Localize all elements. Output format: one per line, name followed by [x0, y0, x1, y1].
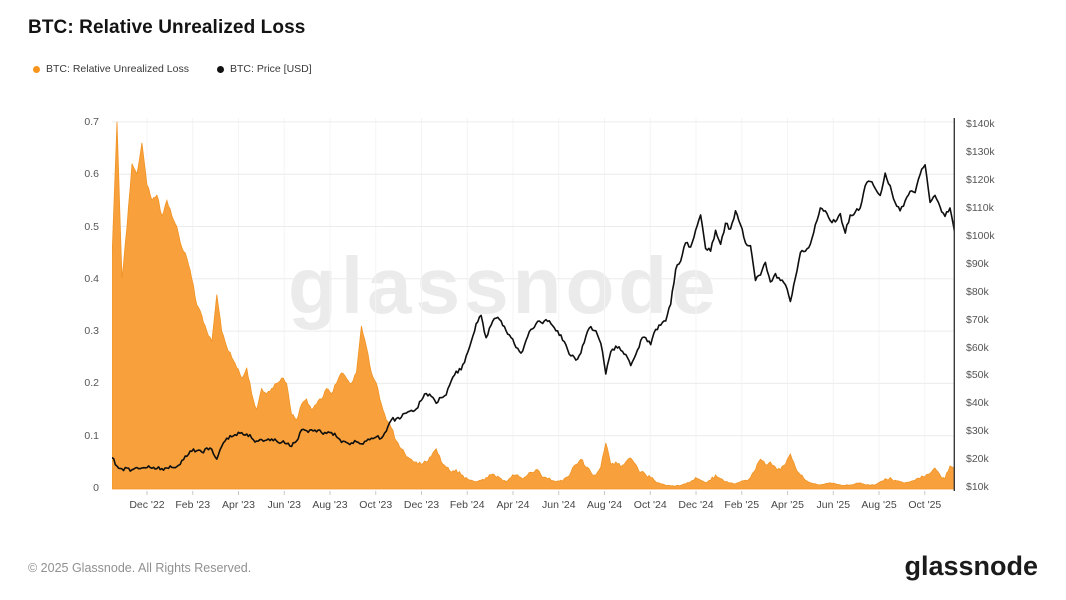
y-axis-tick-right: $50k	[966, 369, 989, 382]
y-axis-tick-left: 0.1	[84, 429, 99, 442]
x-axis-tick: Jun '25	[816, 499, 851, 511]
x-axis-tick: Jun '24	[542, 499, 576, 511]
legend-item-price[interactable]: BTC: Price [USD]	[216, 63, 312, 75]
y-axis-tick-right: $140k	[966, 118, 995, 131]
page-title: BTC: Relative Unrealized Loss	[28, 17, 306, 38]
y-axis-tick-right: $80k	[966, 285, 989, 298]
y-axis-tick-right: $130k	[966, 146, 995, 159]
y-axis-tick-right: $100k	[966, 229, 995, 242]
x-axis-tick: Dec '22	[129, 499, 165, 511]
y-axis-tick-right: $10k	[966, 481, 989, 493]
x-axis-tick: Oct '24	[633, 499, 667, 511]
y-axis-tick-right: $60k	[966, 341, 989, 354]
x-axis-tick: Apr '24	[496, 499, 530, 511]
y-axis-tick-left: 0.3	[84, 325, 99, 338]
y-axis-tick-right: $120k	[966, 174, 995, 187]
y-axis-tick-left: 0.2	[84, 377, 99, 390]
y-axis-tick-right: $30k	[966, 425, 989, 438]
legend-item-unrealized-loss[interactable]: BTC: Relative Unrealized Loss	[33, 63, 189, 75]
y-axis-tick-right: $70k	[966, 313, 989, 326]
legend-dot-icon	[33, 65, 40, 73]
y-axis-tick-left: 0.7	[84, 115, 99, 128]
y-axis-tick-left: 0.4	[84, 272, 99, 285]
x-axis-tick: Feb '25	[724, 499, 760, 511]
chart-plot-area[interactable]	[112, 118, 955, 496]
y-axis-tick-right: $20k	[966, 453, 989, 466]
y-axis-tick-right: $90k	[966, 257, 989, 270]
x-axis-tick: Apr '25	[771, 499, 804, 511]
x-axis-tick: Feb '23	[175, 499, 211, 511]
area-series-relative-unrealized-loss	[112, 121, 955, 490]
x-axis-tick: Aug '25	[861, 499, 897, 511]
y-axis-tick-right: $40k	[966, 397, 989, 410]
x-axis-tick: Oct '23	[359, 499, 393, 511]
y-axis-tick-left: 0.5	[84, 220, 99, 233]
x-axis-tick: Aug '23	[312, 499, 348, 511]
y-axis-tick-right: $110k	[966, 202, 994, 214]
legend-label: BTC: Relative Unrealized Loss	[46, 63, 189, 75]
x-axis-tick: Apr '23	[222, 499, 255, 511]
y-axis-tick-left: 0.6	[84, 168, 99, 181]
copyright-text: © 2025 Glassnode. All Rights Reserved.	[28, 561, 252, 575]
x-axis-tick: Jun '23	[267, 499, 301, 511]
line-series-btc-price	[112, 164, 955, 472]
x-axis-tick: Oct '25	[908, 499, 942, 511]
chart-legend: BTC: Relative Unrealized Loss BTC: Price…	[33, 63, 312, 75]
x-axis-tick: Feb '24	[449, 499, 485, 511]
legend-label: BTC: Price [USD]	[229, 63, 312, 75]
x-axis-tick: Dec '23	[403, 499, 440, 511]
legend-dot-icon	[216, 65, 224, 73]
glassnode-logo: glassnode	[904, 551, 1038, 581]
x-axis-tick: Aug '24	[586, 499, 623, 511]
y-axis-tick-left: 0	[93, 482, 99, 494]
glassnode-watermark: glassnode	[288, 241, 720, 330]
x-axis-tick: Dec '24	[678, 499, 714, 511]
